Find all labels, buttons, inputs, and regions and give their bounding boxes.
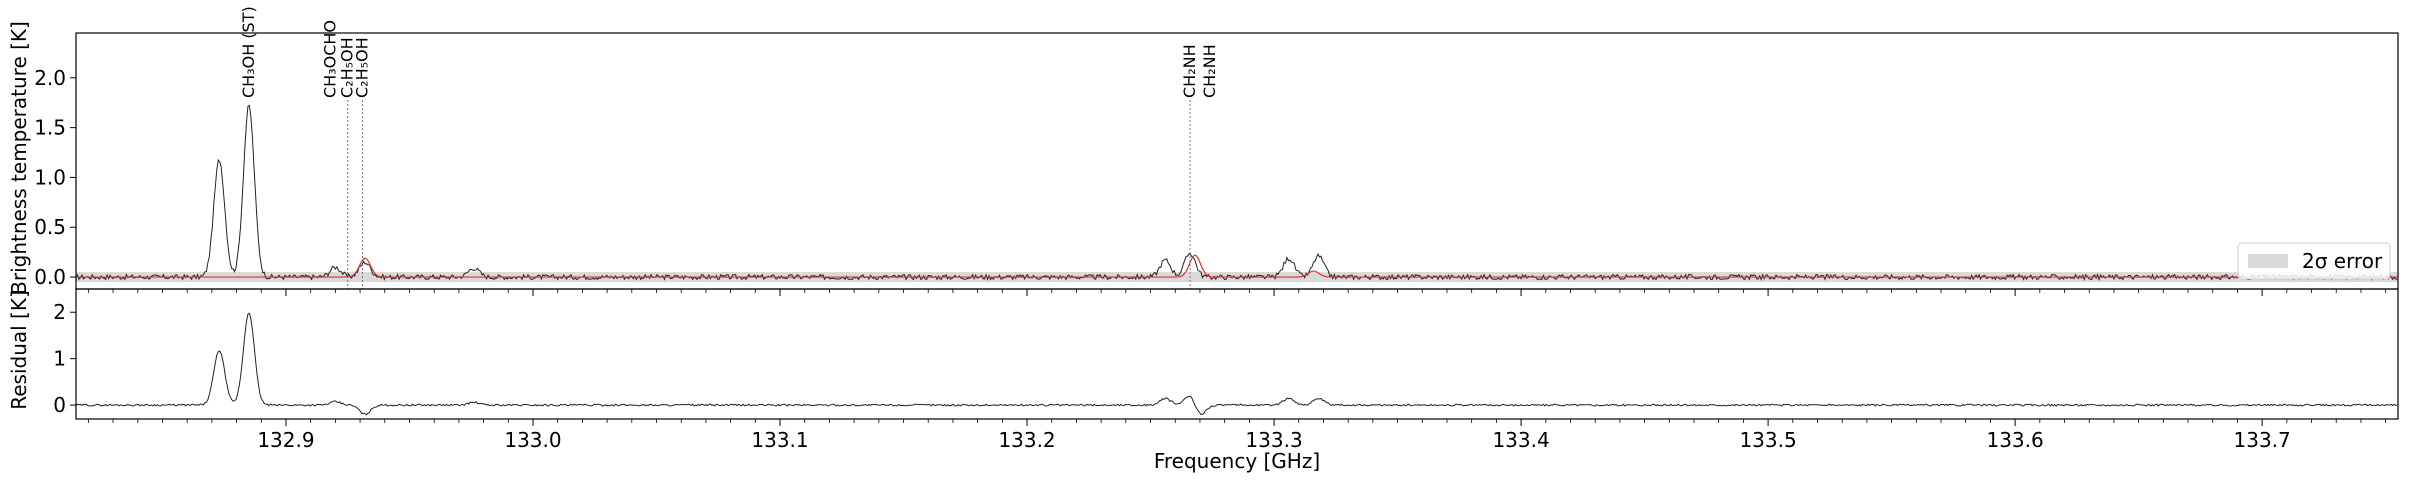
residual-y-tick-label-0: 0 (53, 393, 66, 417)
legend-swatch (2248, 254, 2288, 268)
x-tick-label-6: 133.5 (1739, 428, 1796, 452)
line-label-0: CH₃OH (ST) (239, 6, 258, 98)
spectrum-y-tick-label-3: 1.5 (34, 116, 66, 140)
residual-y-axis-title: Residual [K] (7, 290, 31, 410)
x-tick-label-4: 133.3 (1245, 428, 1302, 452)
residual-line (76, 312, 2398, 416)
x-tick-label-5: 133.4 (1492, 428, 1549, 452)
residual-y-tick-label-1: 1 (53, 347, 66, 371)
spectrum-y-tick-label-2: 1.0 (34, 165, 66, 189)
legend-entry: 2σ error (2302, 249, 2383, 273)
x-tick-label-0: 132.9 (257, 428, 314, 452)
residual-frame (75, 288, 2399, 420)
spectrum-y-tick-label-0: 0.0 (34, 265, 66, 289)
model-spectrum-line (76, 254, 2398, 278)
line-label-5: CH₂NH (1200, 44, 1219, 98)
residual-panel: 0 1 2 132.9 133.0 133.1 133.2 133.3 133.4 133.5 13… (53, 288, 2399, 452)
line-label-2: C₂H₅OH (338, 37, 357, 98)
line-label-1: CH₃OCHO (320, 20, 339, 98)
spectrum-frame (75, 32, 2399, 290)
observed-spectrum-line (76, 104, 2398, 282)
x-tick-label-2: 133.1 (751, 428, 808, 452)
x-tick-label-1: 133.0 (504, 428, 561, 452)
line-label-3: C₂H₅OH (353, 37, 372, 98)
x-tick-label-8: 133.7 (2234, 428, 2291, 452)
x-axis-title: Frequency [GHz] (1154, 449, 1320, 473)
spectrum-y-axis-title: Brightness temperature [K] (7, 21, 31, 295)
spectrum-y-tick-label-1: 0.5 (34, 215, 66, 239)
legend-box (2237, 242, 2391, 280)
line-label-4: CH₂NH (1180, 44, 1199, 98)
spectrum-y-tick-label-4: 2.0 (34, 66, 66, 90)
legend: 2σ error (2237, 242, 2391, 280)
x-tick-label-3: 133.2 (998, 428, 1055, 452)
residual-y-tick-label-2: 2 (53, 300, 66, 324)
x-tick-label-7: 133.6 (1986, 428, 2043, 452)
